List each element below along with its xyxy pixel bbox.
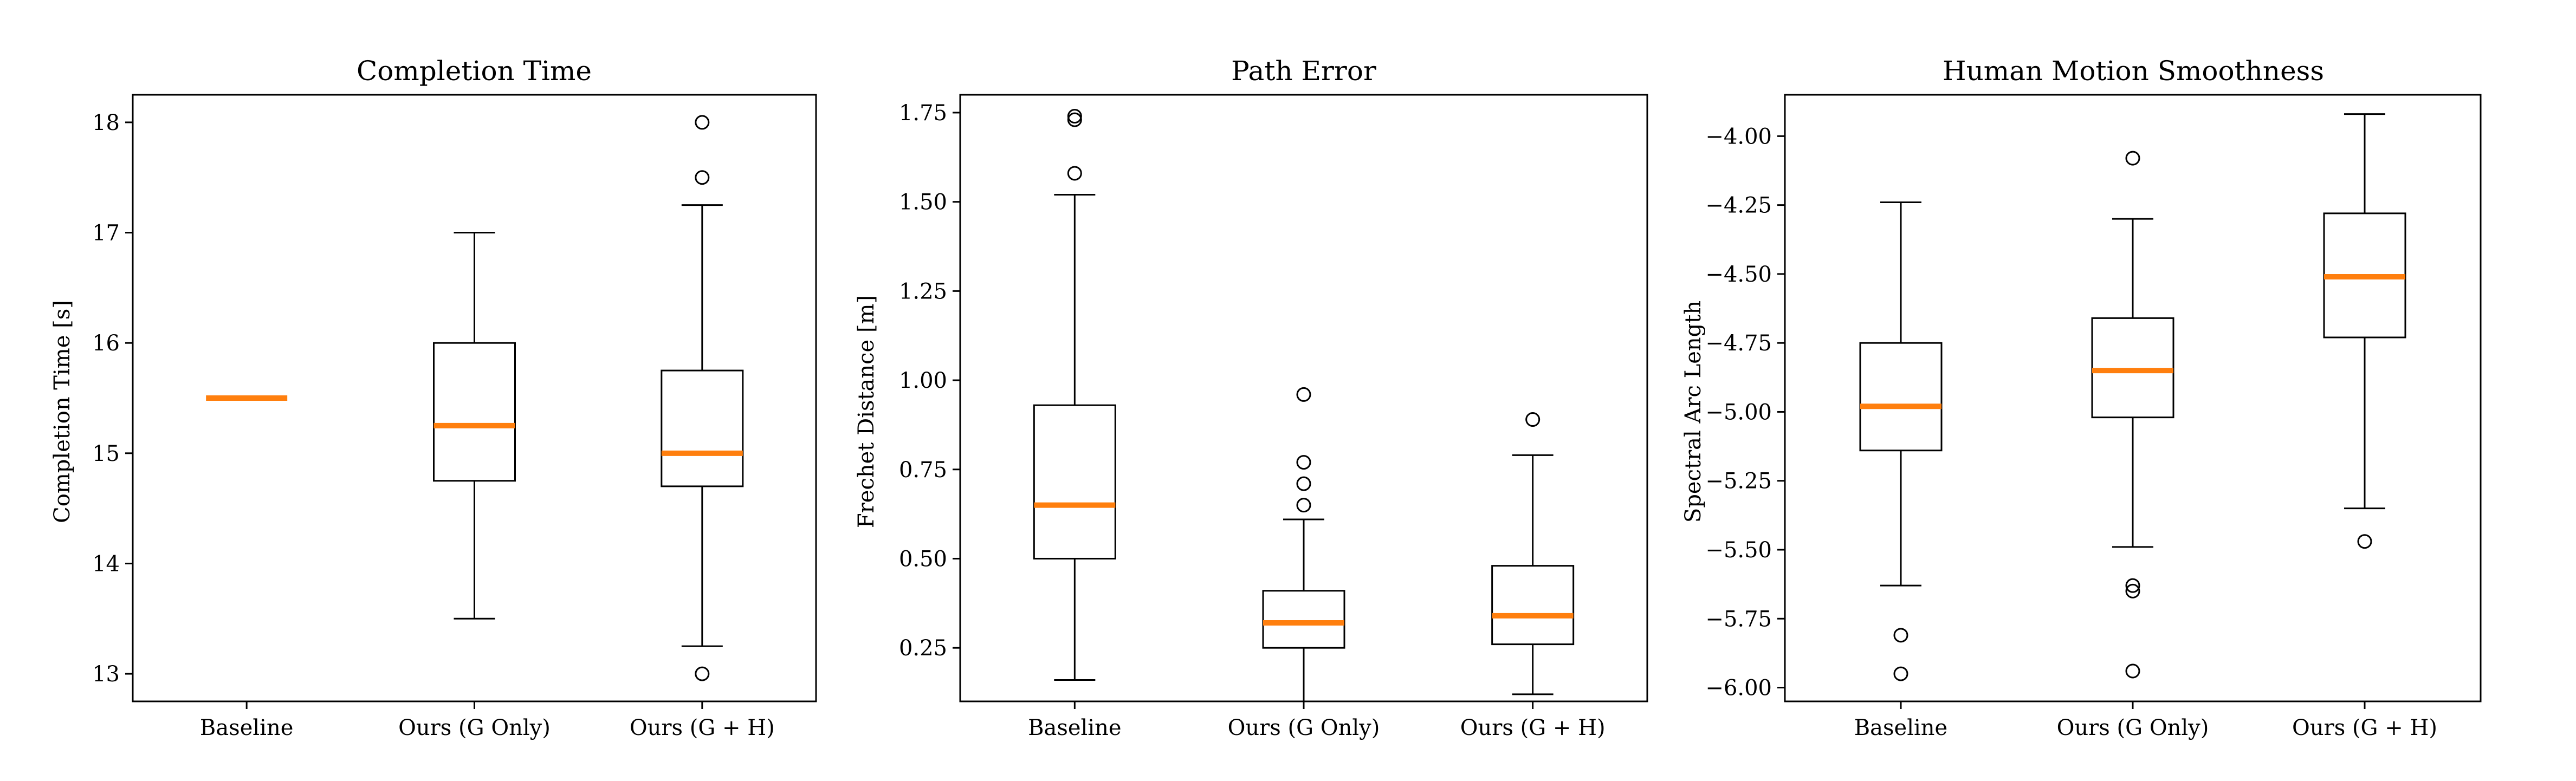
y-tick-label: 15 bbox=[92, 441, 120, 466]
y-tick-label: 14 bbox=[92, 551, 120, 576]
x-tick-label: Ours (G Only) bbox=[398, 715, 551, 740]
y-tick-label: 1.75 bbox=[899, 101, 947, 126]
axes-frame bbox=[1784, 94, 2482, 702]
y-tick-label: 0.50 bbox=[899, 546, 947, 571]
box bbox=[661, 369, 744, 487]
outlier-point bbox=[1067, 109, 1082, 124]
outlier-point bbox=[1067, 166, 1082, 181]
y-tick-label: −5.25 bbox=[1705, 469, 1772, 494]
chart-title: Human Motion Smoothness bbox=[1943, 55, 2324, 87]
x-tick-label: Baseline bbox=[1028, 715, 1121, 740]
chart-title: Completion Time bbox=[357, 55, 592, 87]
y-axis-label: Completion Time [s] bbox=[50, 300, 75, 523]
y-tick-label: −4.00 bbox=[1705, 124, 1772, 149]
outlier-point bbox=[1525, 412, 1541, 427]
y-tick-label: 16 bbox=[92, 331, 120, 356]
outlier-point bbox=[2357, 534, 2372, 549]
outlier-point bbox=[2125, 578, 2140, 593]
plot-marks: 13 14 15 16 17 18 Baseline Ours (G Only) Ours (G… bbox=[92, 94, 817, 740]
x-tick-label: Ours (G Only) bbox=[2057, 715, 2209, 740]
outlier-point bbox=[1296, 476, 1311, 491]
panel-completion-time: Completion Time Completion Time [s] 13 14… bbox=[50, 55, 817, 740]
outlier-point bbox=[1296, 498, 1311, 513]
x-tick-label: Ours (G + H) bbox=[1460, 715, 1606, 740]
box bbox=[1262, 590, 1345, 649]
outlier-point bbox=[1067, 112, 1082, 127]
chart-title: Path Error bbox=[1231, 55, 1376, 87]
x-tick-label: Baseline bbox=[1854, 715, 1947, 740]
outlier-point bbox=[1296, 455, 1311, 470]
plot-marks: −6.00 −5.75 −5.50 −5.25 −5.00 −4.75 −4.50 −4.25… bbox=[1705, 94, 2482, 740]
y-tick-label: 1.25 bbox=[899, 279, 947, 304]
x-tick-label: Ours (G + H) bbox=[630, 715, 775, 740]
y-tick-label: −5.00 bbox=[1705, 400, 1772, 425]
y-tick-label: 18 bbox=[92, 110, 120, 135]
box bbox=[433, 342, 516, 482]
y-tick-label: 1.00 bbox=[899, 368, 947, 393]
outlier-point bbox=[695, 170, 710, 185]
outlier-point bbox=[1893, 628, 1908, 643]
box bbox=[2091, 317, 2174, 419]
outlier-point bbox=[695, 115, 710, 130]
panel-path-error: Path Error Frechet Distance [m] 0.25 0.50… bbox=[854, 55, 1648, 740]
outlier-point bbox=[1296, 387, 1311, 402]
y-tick-label: 0.25 bbox=[899, 636, 947, 661]
box bbox=[1033, 404, 1116, 559]
x-tick-label: Baseline bbox=[200, 715, 293, 740]
x-tick-label: Ours (G + H) bbox=[2292, 715, 2437, 740]
outlier-point bbox=[2125, 583, 2140, 598]
y-tick-label: 13 bbox=[92, 662, 120, 687]
y-tick-label: −4.75 bbox=[1705, 331, 1772, 356]
y-tick-label: −5.50 bbox=[1705, 538, 1772, 563]
y-tick-label: −6.00 bbox=[1705, 676, 1772, 701]
axes-frame bbox=[959, 94, 1648, 702]
y-axis-label: Spectral Arc Length bbox=[1681, 301, 1706, 523]
y-tick-label: 17 bbox=[92, 221, 120, 246]
y-tick-label: −5.75 bbox=[1705, 607, 1772, 632]
x-tick-label: Ours (G Only) bbox=[1228, 715, 1380, 740]
y-tick-label: −4.25 bbox=[1705, 193, 1772, 218]
panel-human-motion-smoothness: Human Motion Smoothness Spectral Arc Len… bbox=[1681, 55, 2482, 740]
plot-marks: 0.25 0.50 0.75 1.00 1.25 1.50 1.75 Baseline Ours… bbox=[899, 94, 1648, 740]
box bbox=[1859, 342, 1943, 452]
outlier-point bbox=[695, 666, 710, 681]
outlier-point bbox=[1893, 666, 1908, 681]
outlier-point bbox=[2125, 151, 2140, 166]
box bbox=[1491, 565, 1575, 646]
y-axis-label: Frechet Distance [m] bbox=[854, 295, 879, 528]
y-tick-label: −4.50 bbox=[1705, 262, 1772, 287]
outlier-point bbox=[2125, 663, 2140, 679]
y-tick-label: 0.75 bbox=[899, 458, 947, 483]
y-tick-label: 1.50 bbox=[899, 190, 947, 215]
